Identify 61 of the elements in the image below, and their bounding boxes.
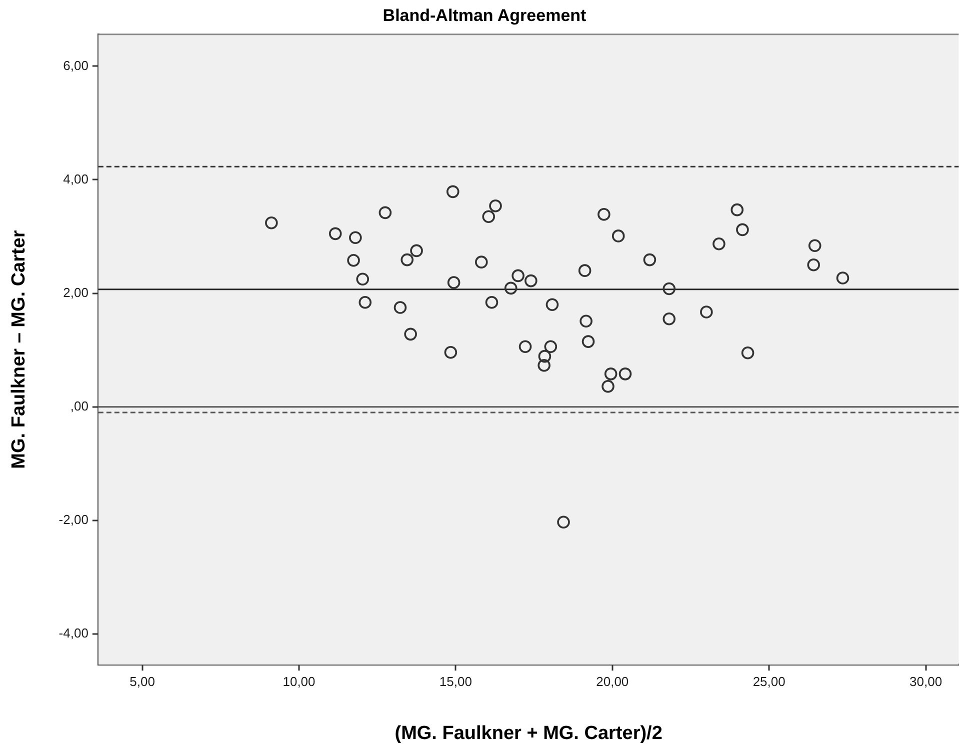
point (356, 272, 370, 286)
point (447, 276, 460, 289)
point (538, 350, 552, 363)
x-tick-label: 15,00 (439, 674, 472, 689)
y-tick-label: 4,00 (63, 171, 88, 186)
point (512, 269, 524, 282)
point (524, 274, 538, 288)
point (394, 301, 407, 314)
y-tick-label: 2,00 (63, 284, 88, 300)
x-tick-label: 25,00 (752, 674, 786, 689)
point (580, 314, 592, 328)
point (328, 227, 342, 240)
point (489, 199, 502, 212)
point (504, 282, 518, 295)
point (358, 296, 372, 309)
point (410, 244, 423, 258)
point (836, 272, 850, 284)
point (618, 368, 632, 380)
point (518, 340, 532, 354)
point (557, 516, 570, 528)
point (544, 340, 558, 354)
point (446, 185, 460, 198)
point (347, 254, 360, 267)
point (643, 253, 656, 266)
point (807, 258, 820, 272)
point (602, 380, 614, 393)
point (378, 206, 392, 220)
y-axis-title: MG. Faulkner – MG. Carter (8, 230, 30, 469)
x-tick-label: 20,00 (596, 674, 629, 689)
y-tick-label: -4,00 (58, 626, 88, 641)
point (662, 312, 676, 326)
point (546, 298, 559, 312)
x-axis-title: (MG. Faulkner + MG. Carter)/2 (394, 722, 662, 744)
point (485, 296, 498, 309)
x-tick-label: 5,00 (130, 674, 155, 689)
point (404, 328, 417, 341)
x-tick-label: 30,00 (910, 674, 942, 689)
point (578, 264, 592, 277)
point (482, 210, 496, 224)
point (662, 282, 676, 296)
point (475, 256, 488, 268)
point (604, 368, 618, 380)
point (741, 346, 754, 360)
point (400, 253, 414, 266)
point (700, 306, 713, 318)
y-tick-label: ,00 (70, 398, 88, 414)
point (730, 203, 744, 216)
x-tick-label: 10,00 (282, 674, 316, 689)
point (736, 223, 749, 236)
y-tick-label: -2,00 (58, 512, 88, 527)
point (598, 208, 610, 221)
point (444, 346, 458, 359)
point (582, 335, 595, 348)
point (349, 231, 362, 244)
chart-title: Bland-Altman Agreement (382, 6, 587, 25)
point (538, 358, 550, 372)
point (612, 230, 625, 242)
point (712, 238, 726, 250)
y-tick-label: 6,00 (63, 58, 88, 73)
point (808, 239, 822, 252)
point (265, 216, 278, 230)
